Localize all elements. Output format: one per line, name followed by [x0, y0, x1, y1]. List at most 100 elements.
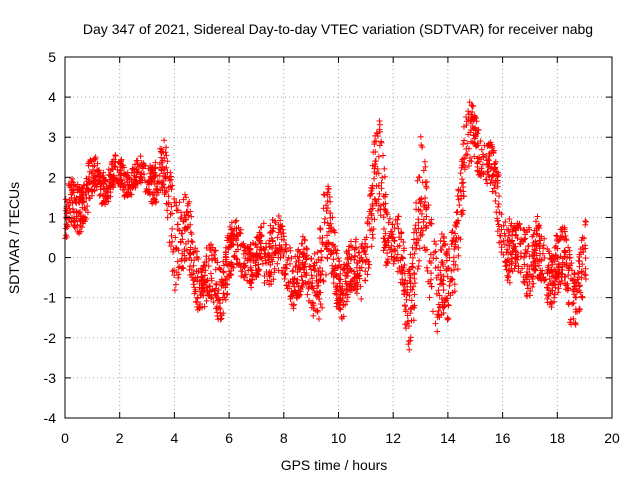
data-point [570, 288, 577, 295]
data-point [268, 251, 275, 258]
data-point [255, 268, 262, 275]
data-point [233, 225, 240, 232]
data-point [405, 323, 412, 330]
data-point [311, 250, 318, 257]
data-point [399, 280, 406, 287]
data-point [423, 222, 430, 229]
data-point [478, 146, 485, 153]
data-point [458, 180, 465, 187]
data-point [172, 281, 179, 288]
data-point [97, 183, 104, 190]
data-point [96, 192, 103, 199]
data-point [71, 222, 78, 229]
data-point [333, 250, 340, 257]
data-point [181, 252, 188, 259]
data-point [174, 258, 181, 265]
data-point [72, 218, 79, 225]
data-point [563, 260, 570, 267]
data-point [181, 191, 188, 198]
data-point [317, 225, 324, 232]
data-point [161, 185, 168, 192]
data-point [202, 279, 209, 286]
data-point [411, 275, 418, 282]
data-point [336, 296, 343, 303]
data-point [174, 207, 181, 214]
data-point [523, 228, 530, 235]
data-point [432, 248, 439, 255]
data-point [188, 267, 195, 274]
data-point [550, 280, 557, 287]
data-point [217, 278, 224, 285]
data-point [410, 283, 417, 290]
data-point [324, 220, 331, 227]
data-point [512, 231, 519, 238]
data-point [546, 301, 553, 308]
data-point [238, 273, 245, 280]
data-point [444, 316, 451, 323]
data-point [275, 267, 282, 274]
data-point [545, 248, 552, 255]
data-point [441, 242, 448, 249]
data-point [572, 319, 579, 326]
data-point [344, 294, 351, 301]
data-point [187, 263, 194, 270]
data-point [444, 265, 451, 272]
data-point [91, 183, 98, 190]
data-point [446, 254, 453, 261]
data-point [496, 193, 503, 200]
data-point [73, 215, 80, 222]
data-point [173, 244, 180, 251]
x-tick-label: 20 [604, 430, 620, 446]
data-point [270, 225, 277, 232]
data-point [416, 257, 423, 264]
data-point [187, 251, 194, 258]
data-point [494, 218, 501, 225]
data-point [265, 240, 272, 247]
data-point [531, 248, 538, 255]
data-point [536, 262, 543, 269]
data-point [452, 230, 459, 237]
data-point [165, 199, 172, 206]
data-point [545, 287, 552, 294]
data-point [579, 234, 586, 241]
data-point [510, 244, 517, 251]
y-tick-label: -3 [44, 370, 57, 386]
data-point [79, 213, 86, 220]
data-point [246, 256, 253, 263]
data-point [408, 317, 415, 324]
data-point [268, 278, 275, 285]
data-point [508, 251, 515, 258]
data-point [192, 286, 199, 293]
data-point [164, 158, 171, 165]
data-point [409, 244, 416, 251]
data-point [379, 174, 386, 181]
data-point [556, 237, 563, 244]
data-point [407, 310, 414, 317]
data-point [442, 294, 449, 301]
data-point [377, 202, 384, 209]
data-point [483, 152, 490, 159]
data-point [526, 278, 533, 285]
data-point [309, 299, 316, 306]
data-point [421, 158, 428, 165]
x-tick-label: 0 [61, 430, 69, 446]
data-point [438, 280, 445, 287]
data-point [358, 254, 365, 261]
data-point [530, 280, 537, 287]
data-point [91, 162, 98, 169]
data-point [380, 225, 387, 232]
data-point [207, 270, 214, 277]
data-point [252, 241, 259, 248]
data-point [330, 256, 337, 263]
data-point [220, 269, 227, 276]
data-point [234, 241, 241, 248]
data-point [243, 250, 250, 257]
data-point [404, 283, 411, 290]
data-point [335, 255, 342, 262]
data-point [407, 334, 414, 341]
data-point [366, 261, 373, 268]
data-point [496, 239, 503, 246]
data-point [524, 263, 531, 270]
data-point [307, 263, 314, 270]
data-point [373, 129, 380, 136]
